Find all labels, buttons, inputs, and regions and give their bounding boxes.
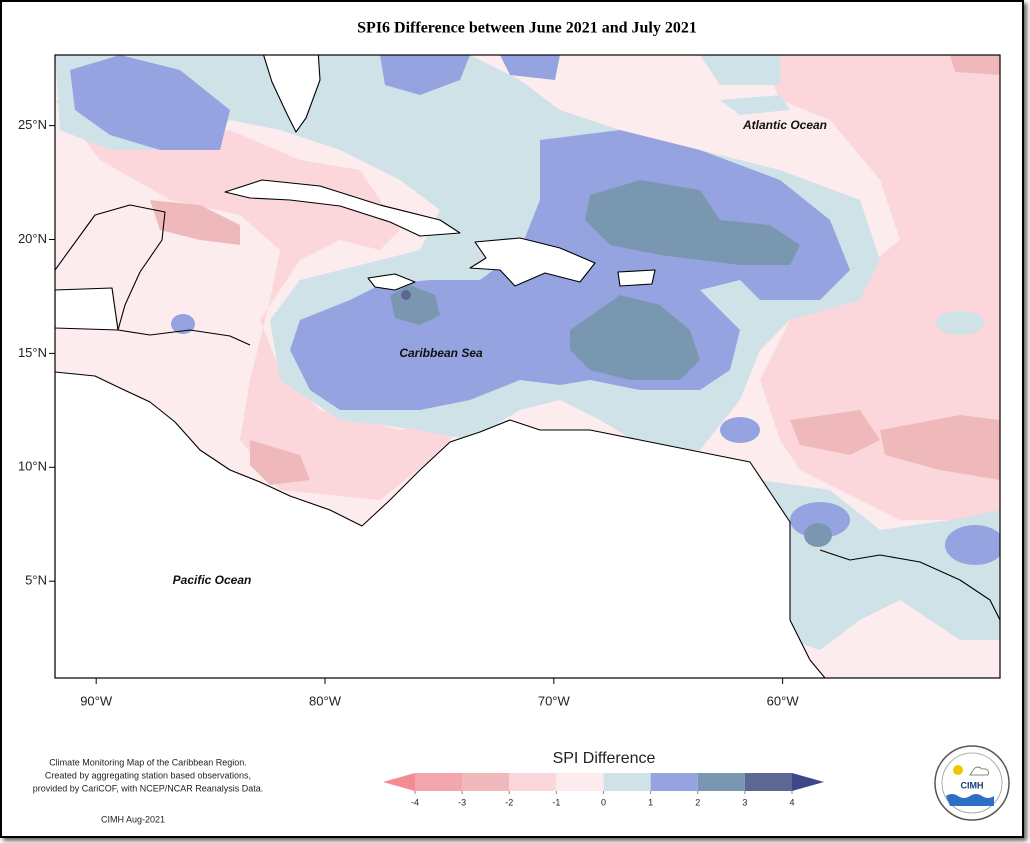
- legend-arrow: [792, 773, 824, 791]
- place-label: Pacific Ocean: [173, 573, 252, 587]
- y-tick-label: 25°N: [18, 117, 47, 132]
- logo: CIMH: [934, 745, 1010, 821]
- map-border: [54, 54, 1001, 679]
- legend-swatch: [650, 773, 698, 791]
- legend-tick-label: 0: [601, 797, 606, 807]
- legend-swatch: [462, 773, 510, 791]
- legend-tick-label: -3: [458, 797, 466, 807]
- map-title: SPI6 Difference between June 2021 and Ju…: [357, 20, 697, 37]
- legend-swatch: [697, 773, 745, 791]
- legend-tick-label: -1: [552, 797, 560, 807]
- legend-swatch: [415, 773, 463, 791]
- note-line: Climate Monitoring Map of the Caribbean …: [49, 757, 247, 767]
- yucatan-coast: [55, 204, 251, 346]
- legend-swatch: [556, 773, 604, 791]
- puerto-rico: [617, 269, 656, 287]
- x-tick-label: 80°W: [309, 693, 342, 708]
- legend-tick-label: -2: [505, 797, 513, 807]
- y-tick-label: 10°N: [18, 459, 47, 474]
- legend: -4 -3 -2 -1 0 1 2 3 4: [383, 773, 824, 807]
- legend-title: SPI Difference: [553, 750, 656, 767]
- x-tick-label: 70°W: [538, 693, 571, 708]
- land: [55, 55, 1000, 678]
- legend-tick-label: 1: [648, 797, 653, 807]
- y-tick-label: 5°N: [25, 573, 47, 588]
- note-line: Created by aggregating station based obs…: [45, 770, 251, 780]
- legend-swatch: [603, 773, 651, 791]
- legend-arrow: [383, 773, 415, 791]
- legend-swatch: [509, 773, 557, 791]
- place-label: Atlantic Ocean: [742, 118, 827, 132]
- y-tick-label: 15°N: [18, 345, 47, 360]
- florida: [262, 55, 321, 133]
- legend-swatch: [744, 773, 792, 791]
- legend-tick-label: 4: [789, 797, 794, 807]
- credit: CIMH Aug-2021: [101, 814, 165, 824]
- legend-tick-label: 3: [742, 797, 747, 807]
- jamaica: [367, 273, 416, 291]
- south-land: [55, 371, 826, 678]
- x-tick-label: 90°W: [80, 693, 113, 708]
- legend-tick-label: -4: [411, 797, 419, 807]
- axes: 90°W 80°W 70°W 60°W 25°N 20°N 15°N 10°N 5°N: [18, 117, 799, 708]
- guianas-coast: [819, 549, 1000, 621]
- place-label: Caribbean Sea: [399, 346, 483, 360]
- x-tick-label: 60°W: [767, 693, 800, 708]
- mexico-south: [55, 287, 119, 331]
- y-tick-label: 20°N: [18, 231, 47, 246]
- hispaniola: [469, 237, 596, 287]
- logo-text: CIMH: [961, 780, 984, 790]
- legend-tick-label: 2: [695, 797, 700, 807]
- note-line: provided by CariCOF, with NCEP/NCAR Rean…: [33, 783, 264, 793]
- cuba: [224, 179, 461, 237]
